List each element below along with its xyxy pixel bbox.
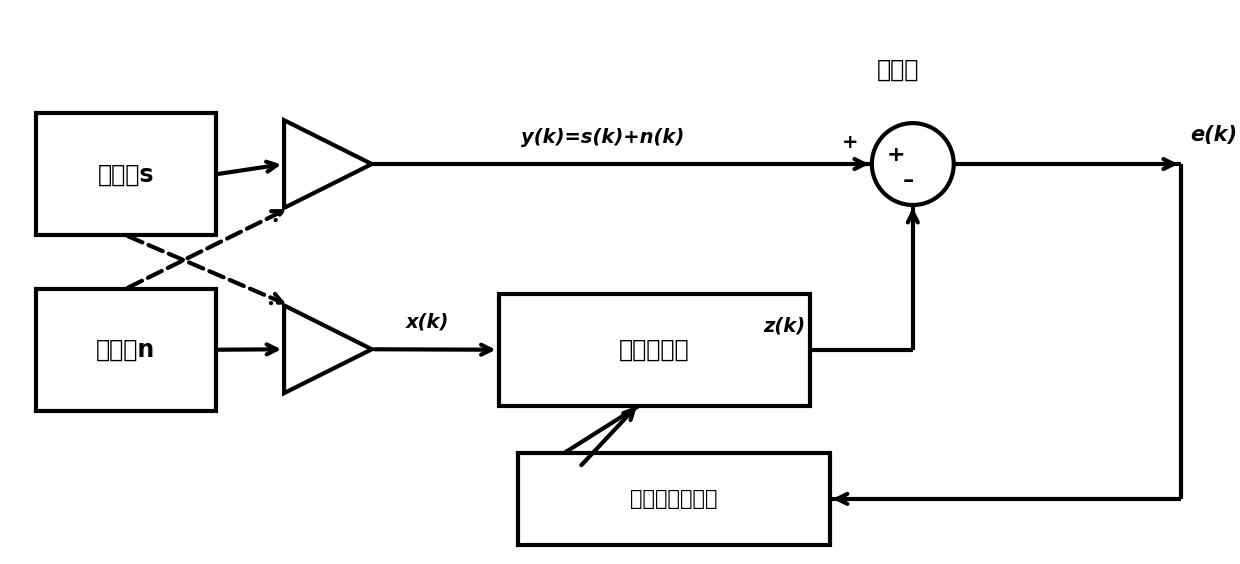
Bar xyxy=(498,294,811,406)
Text: 数字滤波器: 数字滤波器 xyxy=(619,338,689,362)
Bar xyxy=(518,452,830,545)
Text: 抵消器: 抵消器 xyxy=(877,58,919,82)
Text: z(k): z(k) xyxy=(764,316,806,335)
Text: –: – xyxy=(903,171,914,191)
Text: +: + xyxy=(887,146,905,165)
Text: +: + xyxy=(842,133,858,152)
Text: 信号源s: 信号源s xyxy=(98,162,154,186)
Bar xyxy=(36,289,216,411)
Text: 噪声源n: 噪声源n xyxy=(95,338,155,362)
Text: x(k): x(k) xyxy=(405,312,449,332)
Text: e(k): e(k) xyxy=(1190,125,1238,144)
Bar xyxy=(36,113,216,235)
Text: y(k)=s(k)+n(k): y(k)=s(k)+n(k) xyxy=(521,127,684,147)
Text: 自适应滤波算法: 自适应滤波算法 xyxy=(630,489,718,509)
